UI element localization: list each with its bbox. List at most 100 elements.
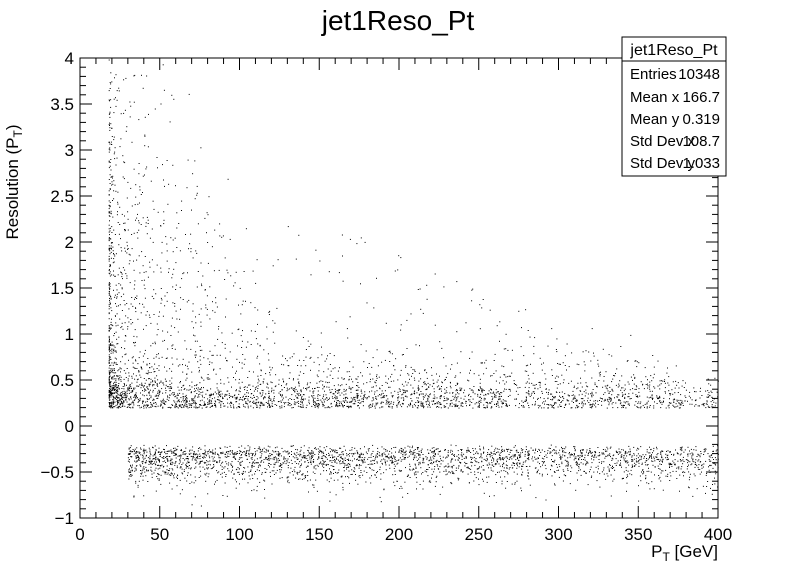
scatter-point: [161, 464, 163, 466]
scatter-point: [155, 406, 157, 408]
scatter-point: [617, 452, 618, 454]
scatter-point: [173, 400, 175, 402]
scatter-point: [561, 461, 563, 463]
scatter-point: [542, 462, 544, 464]
scatter-point: [328, 455, 330, 457]
scatter-point: [281, 467, 283, 468]
scatter-point: [248, 455, 250, 457]
scatter-point: [574, 447, 576, 449]
scatter-point: [361, 459, 363, 461]
scatter-point: [556, 387, 558, 389]
scatter-point: [110, 396, 112, 398]
scatter-point: [151, 470, 153, 472]
scatter-point: [346, 467, 348, 468]
scatter-point: [171, 452, 173, 454]
scatter-point: [596, 385, 597, 387]
scatter-point: [358, 405, 359, 407]
scatter-point: [424, 470, 426, 472]
scatter-point: [410, 402, 411, 404]
scatter-point: [611, 459, 613, 461]
scatter-point: [653, 447, 655, 449]
scatter-point: [153, 384, 155, 386]
scatter-point: [645, 475, 647, 477]
scatter-point: [296, 471, 298, 473]
scatter-point: [333, 449, 335, 451]
scatter-point: [448, 471, 450, 473]
scatter-point: [703, 405, 705, 407]
scatter-point: [174, 406, 176, 408]
scatter-point: [134, 298, 135, 300]
scatter-point: [332, 450, 333, 452]
scatter-point: [486, 405, 488, 407]
scatter-point: [207, 374, 209, 375]
scatter-point: [666, 456, 668, 458]
scatter-point: [213, 465, 215, 467]
scatter-point: [595, 392, 597, 394]
scatter-point: [325, 457, 327, 459]
scatter-point: [109, 206, 111, 208]
scatter-point: [120, 395, 122, 396]
scatter-point: [708, 396, 710, 398]
scatter-point: [435, 476, 437, 478]
scatter-point: [546, 391, 548, 393]
scatter-point: [116, 407, 118, 409]
scatter-point: [678, 402, 680, 404]
scatter-point: [122, 403, 124, 405]
scatter-point: [321, 456, 323, 458]
scatter-point: [304, 475, 306, 477]
scatter-point: [537, 451, 538, 452]
scatter-point: [277, 401, 279, 403]
scatter-point: [493, 453, 495, 455]
scatter-point: [233, 473, 235, 475]
scatter-point: [547, 450, 549, 452]
scatter-point: [210, 393, 212, 395]
scatter-point: [295, 477, 297, 479]
scatter-point: [607, 455, 609, 457]
scatter-point: [669, 393, 671, 395]
scatter-point: [562, 396, 564, 398]
scatter-point: [119, 367, 121, 369]
scatter-point: [177, 400, 179, 402]
scatter-point: [231, 402, 233, 404]
scatter-point: [618, 448, 620, 450]
scatter-point: [343, 459, 345, 461]
scatter-point: [210, 451, 211, 453]
scatter-point: [151, 404, 153, 406]
scatter-point: [189, 406, 191, 408]
scatter-point: [180, 389, 182, 391]
scatter-point: [393, 481, 395, 483]
scatter-point: [590, 476, 592, 478]
scatter-point: [556, 470, 558, 471]
scatter-point: [253, 394, 255, 396]
scatter-point: [348, 401, 350, 403]
scatter-point: [133, 388, 135, 390]
scatter-point: [501, 406, 503, 408]
scatter-point: [495, 395, 497, 397]
scatter-point: [260, 451, 262, 453]
scatter-point: [298, 472, 300, 473]
scatter-point: [559, 406, 561, 407]
scatter-point: [214, 448, 216, 450]
scatter-point: [589, 469, 591, 471]
scatter-point: [402, 449, 404, 451]
scatter-point: [478, 389, 480, 390]
scatter-point: [347, 406, 348, 407]
scatter-point: [225, 453, 227, 455]
scatter-point: [706, 400, 708, 402]
scatter-point: [118, 397, 120, 399]
scatter-point: [475, 461, 477, 463]
scatter-point: [371, 475, 372, 477]
scatter-point: [383, 448, 385, 450]
scatter-point: [541, 449, 543, 451]
scatter-point: [170, 460, 172, 461]
scatter-point: [145, 455, 147, 457]
scatter-point: [232, 396, 234, 398]
scatter-point: [412, 405, 414, 407]
scatter-point: [180, 466, 182, 468]
scatter-point: [364, 393, 366, 395]
scatter-point: [144, 405, 146, 407]
scatter-point: [567, 457, 569, 459]
scatter-point: [131, 467, 133, 469]
scatter-point: [248, 450, 250, 452]
scatter-point: [552, 450, 554, 452]
